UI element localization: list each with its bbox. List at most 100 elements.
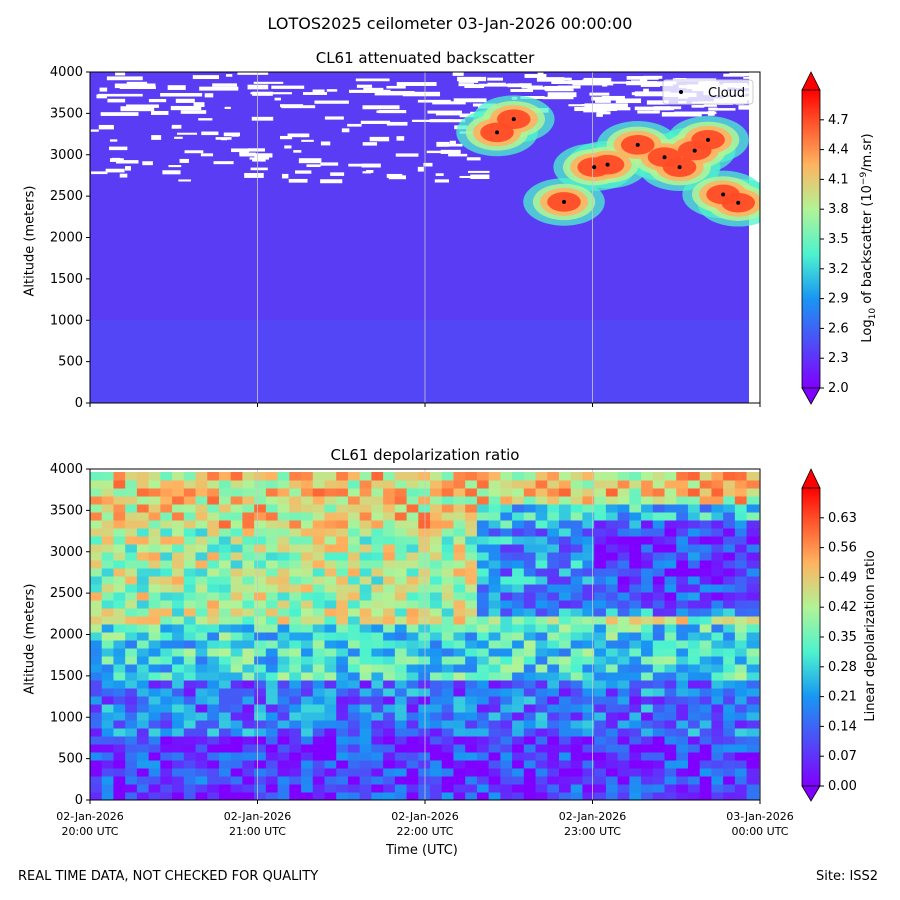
depol-cell <box>172 648 185 657</box>
depol-cell <box>523 728 537 737</box>
depol-cell <box>453 504 467 513</box>
depol-cell <box>90 544 103 553</box>
depol-cell <box>277 472 291 481</box>
noise-gap <box>293 150 302 153</box>
cloud-point <box>495 130 500 135</box>
depol-cell <box>711 760 725 769</box>
depol-cell <box>523 472 537 481</box>
depol-cell <box>289 624 303 633</box>
depol-cell <box>734 608 748 617</box>
depol-cell <box>113 656 127 665</box>
depol-cell <box>559 568 572 577</box>
depol-cell <box>652 528 666 537</box>
depol-cell <box>195 688 209 697</box>
depol-cell <box>148 488 162 497</box>
depol-cell <box>195 640 209 649</box>
depol-cell <box>570 560 584 569</box>
depol-cell <box>629 712 643 721</box>
depol-cell <box>242 768 256 777</box>
depol-cell <box>289 712 303 721</box>
depol-cell <box>582 760 596 769</box>
depol-cell <box>570 712 584 721</box>
depol-cell <box>195 672 209 681</box>
depol-cell <box>629 784 643 793</box>
depol-cell <box>652 624 666 633</box>
depol-cell <box>441 784 455 793</box>
depol-cell <box>230 552 244 561</box>
depol-cell <box>172 752 185 761</box>
depol-cell <box>441 696 455 705</box>
depol-cell <box>289 584 303 593</box>
depol-cell <box>125 504 138 513</box>
depol-cell <box>629 480 643 489</box>
depol-cell <box>617 792 631 800</box>
depol-cell <box>125 496 138 505</box>
noise-gap <box>151 135 162 140</box>
depol-cell <box>125 752 138 761</box>
depol-cell <box>406 536 420 545</box>
depol-cell <box>172 512 185 521</box>
depol-cell <box>136 712 150 721</box>
depol-cell <box>394 576 408 585</box>
depol-cell <box>394 792 408 800</box>
depol-cell <box>699 496 713 505</box>
depol-cell <box>301 760 314 769</box>
depol-cell <box>559 632 572 641</box>
depol-cell <box>488 640 502 649</box>
depol-cell <box>734 704 748 713</box>
depol-cell <box>265 616 279 625</box>
depol-cell <box>90 536 103 545</box>
depol-cell <box>430 760 443 769</box>
depol-cell <box>441 768 455 777</box>
depol-cell <box>265 680 279 689</box>
depol-cell <box>664 560 678 569</box>
depol-cell <box>336 528 349 537</box>
depol-cell <box>242 536 256 545</box>
depol-cell <box>160 608 174 617</box>
colorbar-tick-label: 2.3 <box>828 351 849 366</box>
depol-cell <box>734 504 748 513</box>
depol-cell <box>113 576 127 585</box>
depol-cell <box>371 568 385 577</box>
depol-cell <box>734 752 748 761</box>
depol-cell <box>476 576 490 585</box>
noise-gap <box>708 107 718 111</box>
depol-cell <box>183 640 197 649</box>
depol-cell <box>465 768 478 777</box>
depol-cell <box>570 472 584 481</box>
depol-cell <box>172 520 185 529</box>
depol-cell <box>230 472 244 481</box>
depol-cell <box>547 736 560 745</box>
depol-cell <box>535 480 549 489</box>
depol-cell <box>500 520 514 529</box>
depol-cell <box>359 656 373 665</box>
y-tick-label: 1500 <box>50 272 83 287</box>
depol-cell <box>617 776 631 785</box>
depol-cell <box>359 576 373 585</box>
depol-cell <box>277 480 291 489</box>
depol-cell <box>523 656 537 665</box>
depol-cell <box>371 736 385 745</box>
depol-cell <box>535 504 549 513</box>
depol-cell <box>453 728 467 737</box>
depol-cell <box>711 568 725 577</box>
depol-cell <box>312 640 326 649</box>
depol-cell <box>535 600 549 609</box>
depol-cell <box>371 536 385 545</box>
depol-cell <box>125 768 138 777</box>
depol-cell <box>371 680 385 689</box>
depol-cell <box>441 704 455 713</box>
depol-cell <box>699 704 713 713</box>
depol-cell <box>230 776 244 785</box>
depol-cell <box>711 520 725 529</box>
depol-cell <box>207 624 220 633</box>
depol-cell <box>746 680 760 689</box>
depol-cell <box>523 696 537 705</box>
depol-cell <box>711 720 725 729</box>
depol-cell <box>136 536 150 545</box>
depol-cell <box>207 536 220 545</box>
depol-cell <box>312 792 326 800</box>
depol-cell <box>347 480 361 489</box>
depol-cell <box>676 472 689 481</box>
depol-cell <box>652 656 666 665</box>
